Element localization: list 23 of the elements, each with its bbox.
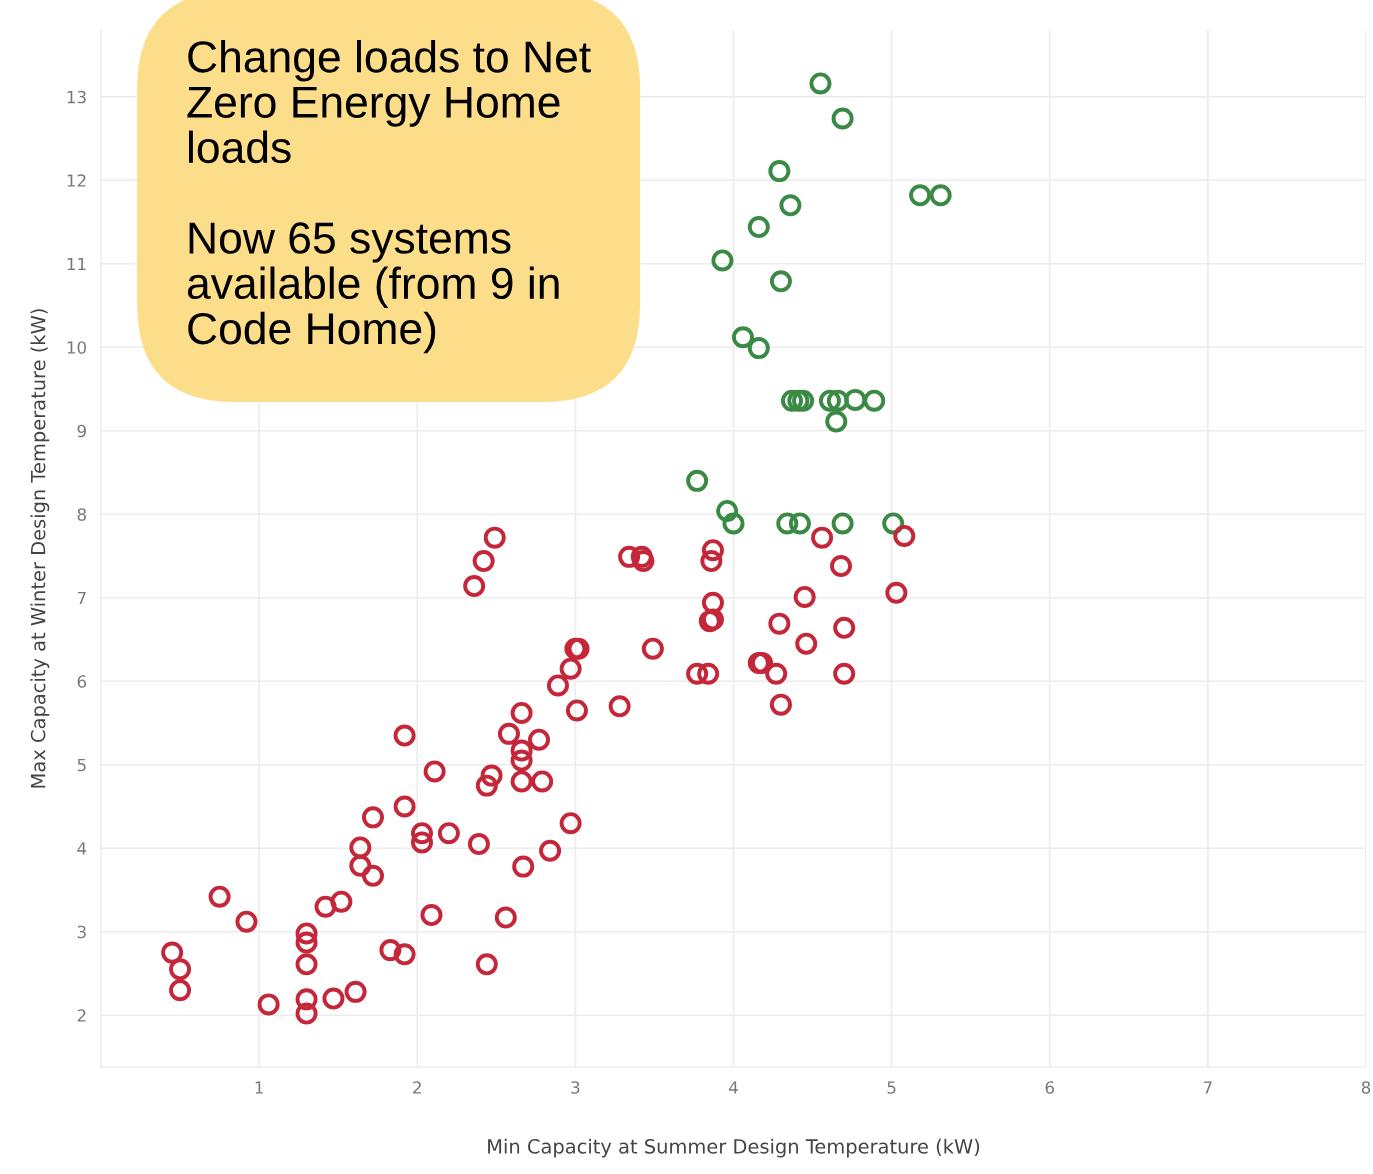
x-tick-label: 3: [571, 1081, 580, 1094]
y-tick-label: 9: [77, 424, 86, 438]
x-tick-label: 4: [729, 1081, 738, 1094]
y-tick-label: 4: [77, 842, 87, 855]
y-tick-label: 10: [67, 341, 86, 354]
text: Change loads to Net Zero Energy Home loads Now 65 systems available (from 9 in Code Home): [187, 40, 591, 354]
x-axis-title: Min Capacity at Summer Design Temperature (kW): [488, 1138, 980, 1158]
x-tick-label: 1: [255, 1081, 263, 1094]
y-tick-label: 12: [67, 174, 86, 187]
y-tick-label: 8: [77, 508, 86, 521]
x-tick-label: 6: [1045, 1081, 1054, 1094]
y-tick-label: 6: [77, 675, 87, 688]
y-tick-label: 2: [77, 1009, 86, 1022]
y-tick-label: 11: [67, 257, 86, 271]
x-tick-label: 5: [887, 1081, 896, 1094]
y-tick-label: 5: [77, 758, 86, 772]
x-tick-label: 8: [1361, 1081, 1371, 1094]
y-tick-label: 13: [67, 90, 86, 104]
x-tick-label: 7: [1203, 1081, 1212, 1094]
y-tick-label: 3: [77, 925, 86, 939]
y-axis-title: Max Capacity at Winter Design Temperature (kW): [30, 309, 50, 788]
y-tick-label: 7: [77, 591, 86, 605]
x-tick-label: 2: [413, 1081, 421, 1094]
